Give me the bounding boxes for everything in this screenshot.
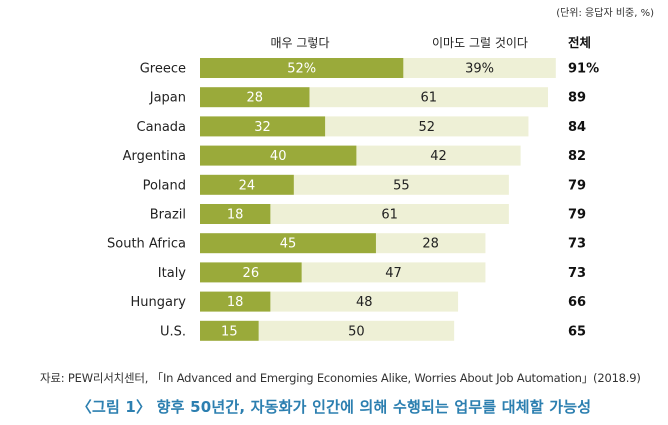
value-label-somewhat: 61: [381, 208, 398, 223]
bar-strong: [200, 320, 259, 341]
value-label-somewhat: 50: [348, 324, 365, 339]
value-label-strong: 26: [243, 266, 260, 281]
value-label-somewhat: 47: [385, 266, 402, 281]
value-label-strong: 24: [239, 178, 256, 193]
figure-caption: 〈그림 1〉 향후 50년간, 자동화가 인간에 의해 수행되는 업무를 대체할…: [76, 398, 592, 416]
bar-somewhat: [270, 204, 509, 224]
total-value: 65: [568, 324, 586, 339]
category-label: Hungary: [130, 295, 186, 310]
unit-note: (단위: 응답자 비중, %): [556, 8, 654, 19]
value-label-strong: 52%: [287, 62, 316, 77]
value-label-strong: 32: [254, 120, 271, 135]
value-label-somewhat: 61: [420, 91, 437, 106]
value-label-strong: 28: [246, 91, 263, 106]
category-label: U.S.: [160, 324, 186, 339]
value-label-somewhat: 42: [430, 149, 447, 164]
total-value: 73: [568, 237, 586, 252]
bar-somewhat: [325, 116, 529, 137]
bar-somewhat: [270, 291, 459, 312]
bar-strong: [200, 262, 302, 283]
value-label-somewhat: 52: [419, 120, 436, 135]
bar-strong: [200, 291, 271, 312]
total-value: 84: [568, 120, 586, 135]
category-label: Italy: [158, 266, 187, 281]
total-value: 91%: [568, 62, 599, 77]
total-value: 66: [568, 295, 586, 310]
category-label: Japan: [149, 91, 186, 106]
value-label-strong: 18: [227, 295, 244, 310]
legend-somewhat: 이마도 그럴 것이다: [432, 36, 528, 50]
source-note: 자료: PEW리서치센터, 「In Advanced and Emerging …: [40, 371, 641, 385]
total-header: 전체: [568, 35, 591, 50]
total-value: 82: [568, 149, 586, 164]
value-label-strong: 18: [227, 208, 244, 223]
category-label: Canada: [137, 120, 186, 135]
stacked-bar-chart: 매우 그렇다 이마도 그럴 것이다 전체 Greece Japan Canada Arge…: [107, 35, 599, 341]
legend-strong: 매우 그렇다: [270, 35, 329, 50]
bar-strong: [200, 145, 357, 166]
value-label-strong: 40: [270, 149, 287, 164]
value-label-somewhat: 48: [356, 295, 373, 310]
total-value: 79: [568, 178, 586, 193]
bar-strong: [200, 58, 404, 78]
bar-somewhat: [293, 174, 509, 195]
value-label-somewhat: 28: [422, 237, 439, 252]
category-label: Greece: [140, 62, 186, 77]
bar-strong: [200, 233, 376, 254]
total-value: 73: [568, 266, 586, 281]
value-label-somewhat: 39%: [465, 62, 494, 77]
total-value: 89: [568, 91, 586, 106]
value-label-strong: 15: [221, 324, 238, 339]
bar-somewhat: [309, 87, 548, 108]
bar-strong: [200, 174, 294, 195]
bar-somewhat: [258, 320, 455, 341]
category-label: Argentina: [123, 149, 186, 164]
value-label-somewhat: 55: [393, 178, 410, 193]
bar-strong: [200, 116, 326, 137]
total-value: 79: [568, 208, 586, 223]
bar-strong: [200, 204, 271, 224]
bar-somewhat: [356, 145, 521, 166]
category-label: South Africa: [107, 237, 186, 252]
category-label: Brazil: [150, 208, 186, 223]
bar-strong: [200, 87, 310, 108]
category-label: Poland: [143, 178, 186, 193]
bar-somewhat: [375, 233, 486, 254]
value-label-strong: 45: [280, 237, 297, 252]
bar-somewhat: [403, 58, 556, 78]
bar-somewhat: [301, 262, 486, 283]
